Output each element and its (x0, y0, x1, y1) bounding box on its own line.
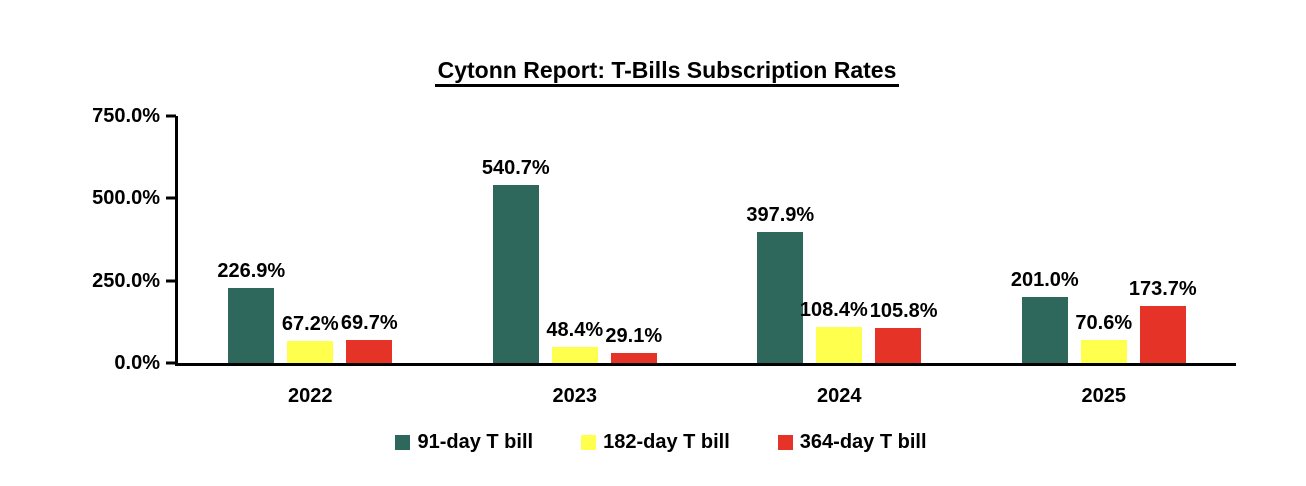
legend-swatch-182-day-t-bill (581, 434, 597, 450)
x-axis-category-label-2022: 2022 (288, 385, 333, 407)
bar-91-day-t-bill-2025 (1021, 297, 1068, 363)
bar-value-label-91-day-t-bill-2024: 397.9% (746, 204, 815, 226)
bar-value-label-182-day-t-bill-2022: 67.2% (281, 313, 339, 335)
plot-area: 226.9% 67.2% 69.7% 540.7% 48.4% 29.1% 397.9% 10… (175, 116, 1236, 366)
y-axis: 0.0% 250.0% 500.0% 750.0% (0, 106, 178, 373)
bar-value-label-182-day-t-bill-2023: 48.4% (546, 319, 604, 341)
bar-364-day-t-bill-2023 (610, 353, 657, 363)
bar-value-label-182-day-t-bill-2024: 108.4% (799, 299, 868, 321)
y-axis-tick-label: 750.0% (92, 105, 160, 127)
y-axis-tick-label: 250.0% (92, 269, 160, 292)
y-axis-tick-mark (166, 114, 176, 118)
bar-182-day-t-bill-2022 (287, 341, 334, 363)
legend-swatch-91-day-t-bill (395, 434, 411, 450)
x-axis-labels: 2022 2023 2024 2025 (178, 384, 1236, 410)
chart-title-text: Cytonn Report: T-Bills Subscription Rate… (434, 57, 900, 88)
x-axis-category-label-2025: 2025 (1081, 385, 1127, 407)
bar-value-label-182-day-t-bill-2025: 70.6% (1075, 312, 1133, 334)
bar-91-day-t-bill-2022 (228, 288, 275, 363)
bar-182-day-t-bill-2023 (551, 347, 598, 363)
bar-364-day-t-bill-2025 (1139, 306, 1186, 363)
bar-91-day-t-bill-2023 (492, 185, 539, 363)
y-axis-tick-label: 500.0% (92, 187, 160, 210)
bar-value-label-91-day-t-bill-2023: 540.7% (481, 157, 550, 179)
y-axis-tick-mark (166, 361, 176, 365)
bar-364-day-t-bill-2022 (346, 340, 393, 363)
bar-91-day-t-bill-2024 (757, 232, 804, 363)
y-axis-tick-mark (166, 279, 176, 283)
bar-182-day-t-bill-2024 (816, 327, 863, 363)
bar-value-label-364-day-t-bill-2023: 29.1% (605, 325, 663, 347)
x-axis-category-label-2023: 2023 (552, 385, 598, 407)
legend-label-182-day-t-bill: 182-day T bill (603, 431, 730, 453)
bar-value-label-91-day-t-bill-2022: 226.9% (217, 260, 286, 282)
bar-value-label-364-day-t-bill-2022: 69.7% (340, 312, 398, 334)
bar-value-label-364-day-t-bill-2024: 105.8% (869, 300, 938, 322)
bar-364-day-t-bill-2024 (875, 328, 922, 363)
x-axis-category-label-2024: 2024 (817, 385, 862, 407)
chart-title: Cytonn Report: T-Bills Subscription Rate… (14, 57, 1306, 88)
y-axis-tick-label: 0.0% (114, 352, 160, 374)
bar-182-day-t-bill-2025 (1080, 340, 1127, 363)
legend-item-91-day-t-bill: 91-day T bill (395, 432, 533, 452)
legend-label-364-day-t-bill: 364-day T bill (799, 431, 927, 453)
bar-value-label-364-day-t-bill-2025: 173.7% (1128, 278, 1197, 300)
bar-value-label-91-day-t-bill-2025: 201.0% (1010, 269, 1079, 291)
legend-swatch-364-day-t-bill (777, 434, 793, 450)
legend-item-364-day-t-bill: 364-day T bill (777, 431, 927, 453)
legend-label-91-day-t-bill: 91-day T bill (417, 431, 534, 453)
legend-item-182-day-t-bill: 182-day T bill (581, 432, 730, 452)
legend: 91-day T bill 182-day T bill 364-day T bil… (8, 432, 1306, 452)
y-axis-tick-mark (166, 196, 176, 200)
